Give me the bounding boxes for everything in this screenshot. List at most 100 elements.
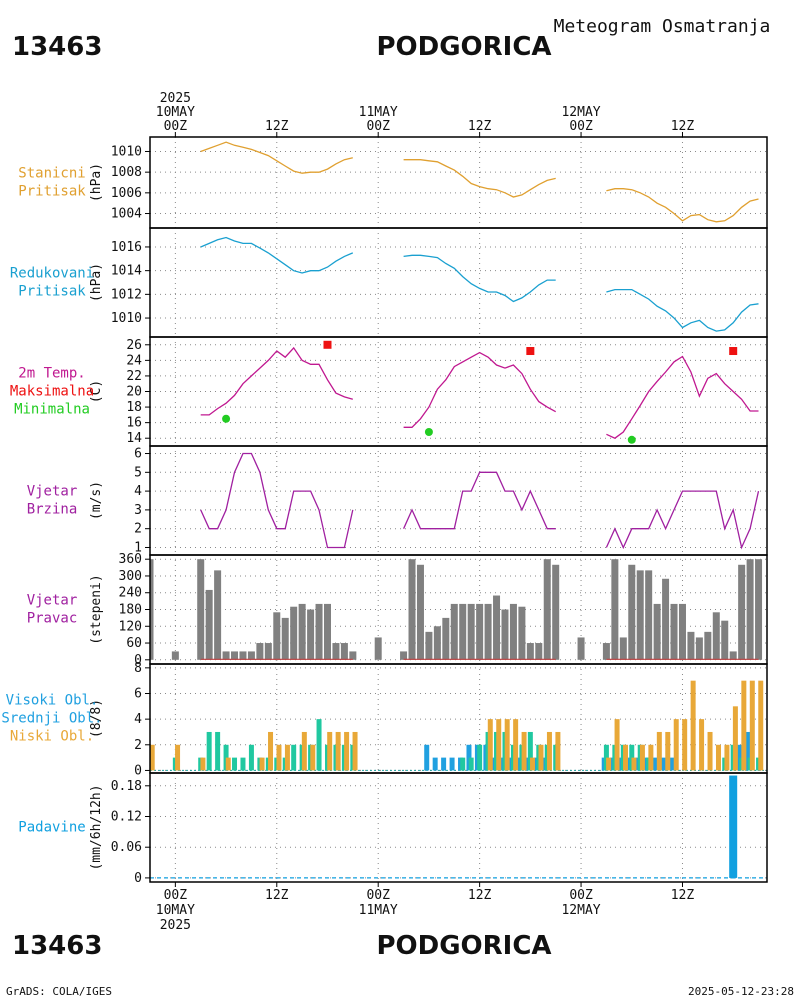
- panels: 1004100610081010(hPa)StanicniPritisak101…: [1, 136, 768, 886]
- station-id-top: 13463: [12, 32, 102, 62]
- top-time-label: 12Z: [671, 119, 695, 134]
- series-line: [403, 471, 556, 530]
- y-tick-label: 1004: [111, 207, 142, 222]
- y-tick-label: 180: [119, 603, 142, 618]
- panel-title-line: Pravac: [27, 611, 78, 627]
- top-time-label: 11MAY: [359, 105, 398, 120]
- cloud-bar: [623, 744, 629, 771]
- direction-bar: [712, 612, 720, 660]
- top-time-label: 2025: [160, 91, 191, 106]
- cloud-bar: [758, 680, 764, 771]
- direction-bar: [171, 651, 179, 660]
- cloud-bar: [301, 731, 307, 771]
- cloud-bar: [460, 757, 466, 771]
- series-line: [403, 351, 557, 428]
- cloud-bar: [335, 731, 341, 771]
- y-tick-label: 1012: [111, 287, 142, 302]
- cloud-bar: [487, 719, 493, 771]
- panel-title-line: Srednji Obl.: [1, 711, 102, 727]
- cloud-bar: [656, 731, 662, 771]
- direction-bar: [577, 637, 585, 660]
- direction-bar: [239, 651, 247, 660]
- y-tick-label: 240: [119, 586, 142, 601]
- y-axis-label: (mm/6h/12h): [89, 784, 104, 870]
- cloud-bar: [259, 757, 265, 771]
- direction-bar: [509, 603, 517, 660]
- y-tick-label: 16: [126, 416, 142, 431]
- cloud-bar: [614, 719, 620, 771]
- bottom-time-label: 00Z: [569, 888, 593, 903]
- top-time-label: 12Z: [265, 119, 289, 134]
- cloud-bar: [699, 719, 705, 771]
- cloud-bar: [546, 731, 552, 771]
- y-axis-label: (C): [89, 380, 104, 403]
- cloud-bar: [200, 757, 206, 771]
- bottom-time-label: 12MAY: [561, 903, 600, 918]
- panel-title-line: Maksimalna: [10, 384, 94, 400]
- y-tick-label: 22: [126, 369, 142, 384]
- panel-reduced_pressure: 1010 1012 1014 1016 (hPa)Redukovani Pritisak: [10, 227, 768, 338]
- cloud-bar: [749, 680, 755, 771]
- cloud-bar: [284, 744, 290, 771]
- direction-bar: [281, 617, 289, 660]
- cloud-bar: [291, 744, 297, 771]
- y-tick-label: 0.12: [111, 809, 142, 824]
- footer-timestamp: 2025-05-12-23:28: [688, 985, 794, 998]
- y-tick-label: 1006: [111, 186, 142, 201]
- y-tick-label: 26: [126, 338, 142, 353]
- direction-bar: [628, 564, 636, 660]
- direction-bar: [755, 559, 763, 660]
- direction-bar: [552, 564, 560, 660]
- cloud-bar: [449, 757, 455, 771]
- panel-title-line: Minimalna: [14, 402, 90, 418]
- direction-bar: [721, 620, 729, 660]
- cloud-bar: [652, 757, 658, 771]
- panel-title-line: Stanicni: [18, 166, 85, 182]
- y-axis-label: (hPa): [89, 263, 104, 302]
- panel-title-line: Brzina: [27, 502, 78, 518]
- cloud-bar: [555, 731, 561, 771]
- direction-bar: [653, 603, 661, 660]
- direction-bar: [205, 589, 213, 660]
- direction-bar: [340, 643, 348, 660]
- y-axis-label: (m/s): [89, 481, 104, 520]
- station-id-bottom: 13463: [12, 931, 102, 961]
- bottom-time-label: 2025: [160, 918, 191, 933]
- bottom-time-label: 00Z: [164, 888, 188, 903]
- direction-bar: [214, 570, 222, 660]
- panel-frame: [149, 772, 768, 883]
- cloud-bar: [606, 757, 612, 771]
- direction-bar: [400, 651, 408, 660]
- cloud-bar: [639, 744, 645, 771]
- cloud-bar: [175, 744, 181, 771]
- y-tick-label: 1008: [111, 165, 142, 180]
- cloud-bar: [741, 680, 747, 771]
- top-time-label: 00Z: [164, 119, 188, 134]
- direction-bar: [298, 603, 306, 660]
- direction-bar: [729, 651, 737, 660]
- direction-bar: [374, 637, 382, 660]
- cloud-bar: [527, 731, 533, 771]
- meteogram-title: Meteogram Osmatranja: [554, 16, 771, 37]
- direction-bar: [611, 559, 619, 660]
- y-tick-label: 1010: [111, 144, 142, 159]
- series-line: [403, 254, 556, 303]
- direction-bar: [467, 603, 475, 660]
- direction-bar: [416, 564, 424, 660]
- min-temp-point: [424, 427, 433, 436]
- panel-title-line: Niski Obl.: [10, 729, 94, 745]
- direction-bar: [704, 631, 712, 660]
- y-tick-label: 18: [126, 400, 142, 415]
- top-time-label: 10MAY: [156, 105, 195, 120]
- min-temp-point: [627, 435, 636, 444]
- y-tick-label: 300: [119, 569, 142, 584]
- cloud-bar: [344, 731, 350, 771]
- y-tick-label: 0.18: [111, 779, 142, 794]
- direction-bar: [543, 559, 551, 660]
- y-tick-label: 1: [134, 540, 142, 555]
- cloud-bar: [669, 757, 675, 771]
- y-tick-label: 0: [134, 871, 142, 886]
- footer-credit: GrADS: COLA/IGES: [6, 985, 112, 998]
